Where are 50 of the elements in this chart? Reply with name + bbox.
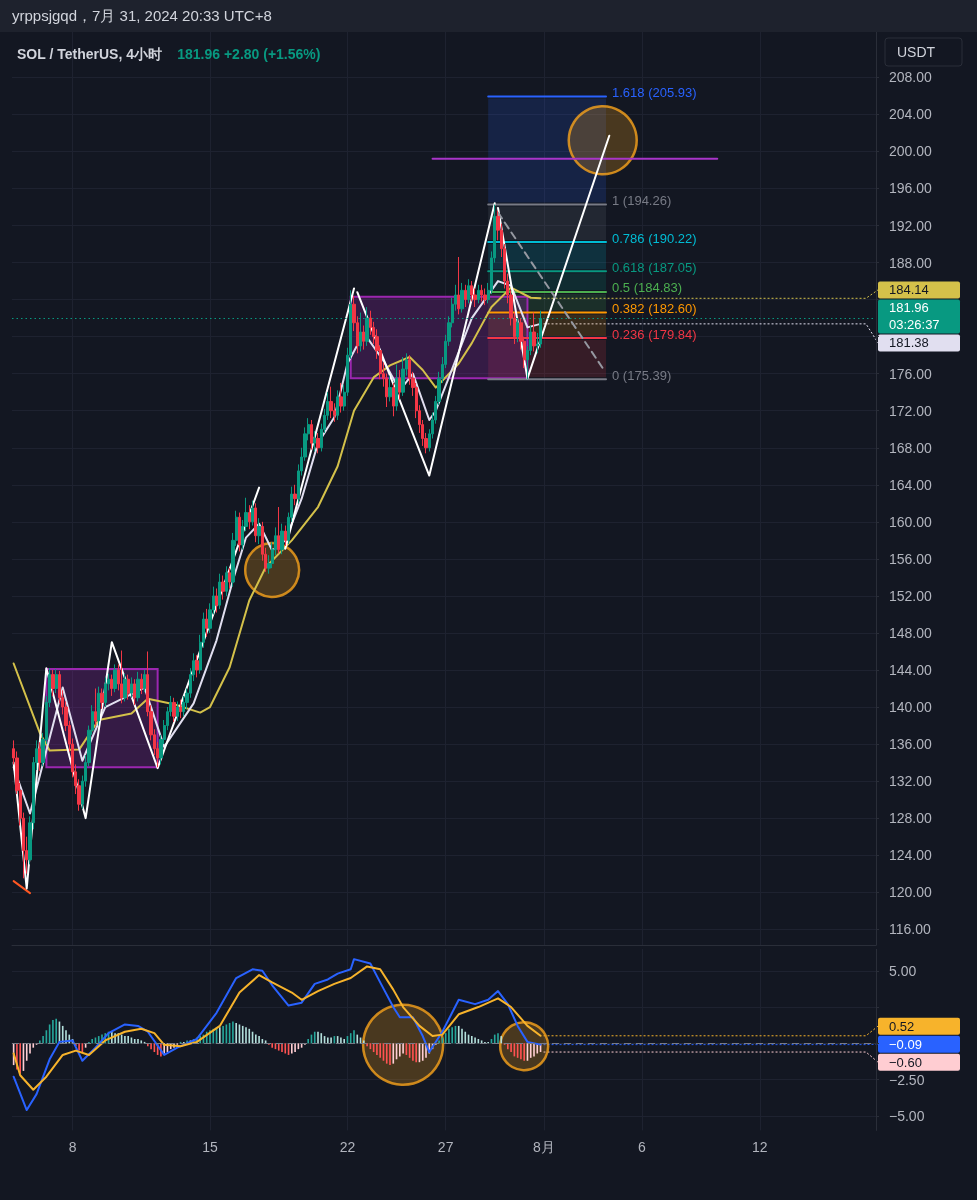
y-tick-label: 5.00: [889, 962, 917, 979]
y-tick-label: 136.00: [889, 736, 933, 753]
y-tick-label: 120.00: [889, 884, 933, 901]
y-tick-label: 128.00: [889, 810, 933, 827]
x-tick-label: 27: [437, 1139, 454, 1156]
y-tick-label: 200.00: [889, 143, 933, 160]
y-tick-label: 196.00: [889, 180, 933, 197]
ref-line-label: 181.96 03:26:37: [889, 300, 940, 333]
y-tick-label: 144.00: [889, 661, 933, 678]
text: yrppsjgqd，7月 31, 2024 20:33 UTC+8: [0, 0, 977, 32]
y-tick-label: 160.00: [889, 513, 933, 530]
series-label: 0.236 (179.84): [612, 326, 697, 342]
x-tick-label: 12: [752, 1139, 768, 1156]
text: 181.96 +2.80 (+1.56%): [177, 46, 321, 62]
y-axis-title: USDT: [897, 44, 936, 60]
y-tick-label: 148.00: [889, 624, 933, 641]
y-tick-label: −5.00: [889, 1107, 925, 1124]
y-tick-label: 208.00: [889, 69, 933, 86]
y-tick-label: −2.50: [889, 1071, 925, 1088]
series-label: 0.786 (190.22): [612, 230, 697, 246]
series-label: 0 (175.39): [612, 367, 672, 383]
y-tick-label: 168.00: [889, 439, 933, 456]
x-tick-label: 15: [202, 1139, 218, 1156]
y-tick-label: 192.00: [889, 217, 933, 234]
annotation: 184.14: [889, 282, 929, 298]
x-tick-label: 8月: [532, 1139, 555, 1156]
y-tick-label: 156.00: [889, 550, 933, 567]
text: SOL / TetherUS, 4小时: [17, 46, 162, 62]
series-label: 1.618 (205.93): [612, 85, 697, 101]
annotation: −0.60: [889, 1054, 922, 1070]
x-tick-label: 8: [68, 1139, 77, 1156]
y-tick-label: 124.00: [889, 847, 933, 864]
y-tick-label: 172.00: [889, 402, 933, 419]
y-tick-label: 176.00: [889, 365, 933, 382]
annotation: 0.52: [889, 1018, 915, 1034]
y-tick-label: 132.00: [889, 773, 933, 790]
y-tick-label: 204.00: [889, 106, 933, 123]
x-tick-label: 22: [339, 1139, 356, 1156]
annotation: 181.38: [889, 335, 929, 351]
annotation: −0.09: [889, 1036, 922, 1052]
series-label: 0.5 (184.83): [612, 280, 683, 296]
y-tick-label: 152.00: [889, 587, 933, 604]
series-label: 1 (194.26): [612, 193, 672, 209]
y-tick-label: 116.00: [889, 921, 931, 938]
series-label: 0.382 (182.60): [612, 301, 697, 317]
y-tick-label: 140.00: [889, 699, 933, 716]
y-tick-label: 164.00: [889, 476, 933, 493]
y-tick-label: 188.00: [889, 254, 933, 271]
x-tick-label: 6: [638, 1139, 647, 1156]
series-label: 0.618 (187.05): [612, 259, 697, 275]
